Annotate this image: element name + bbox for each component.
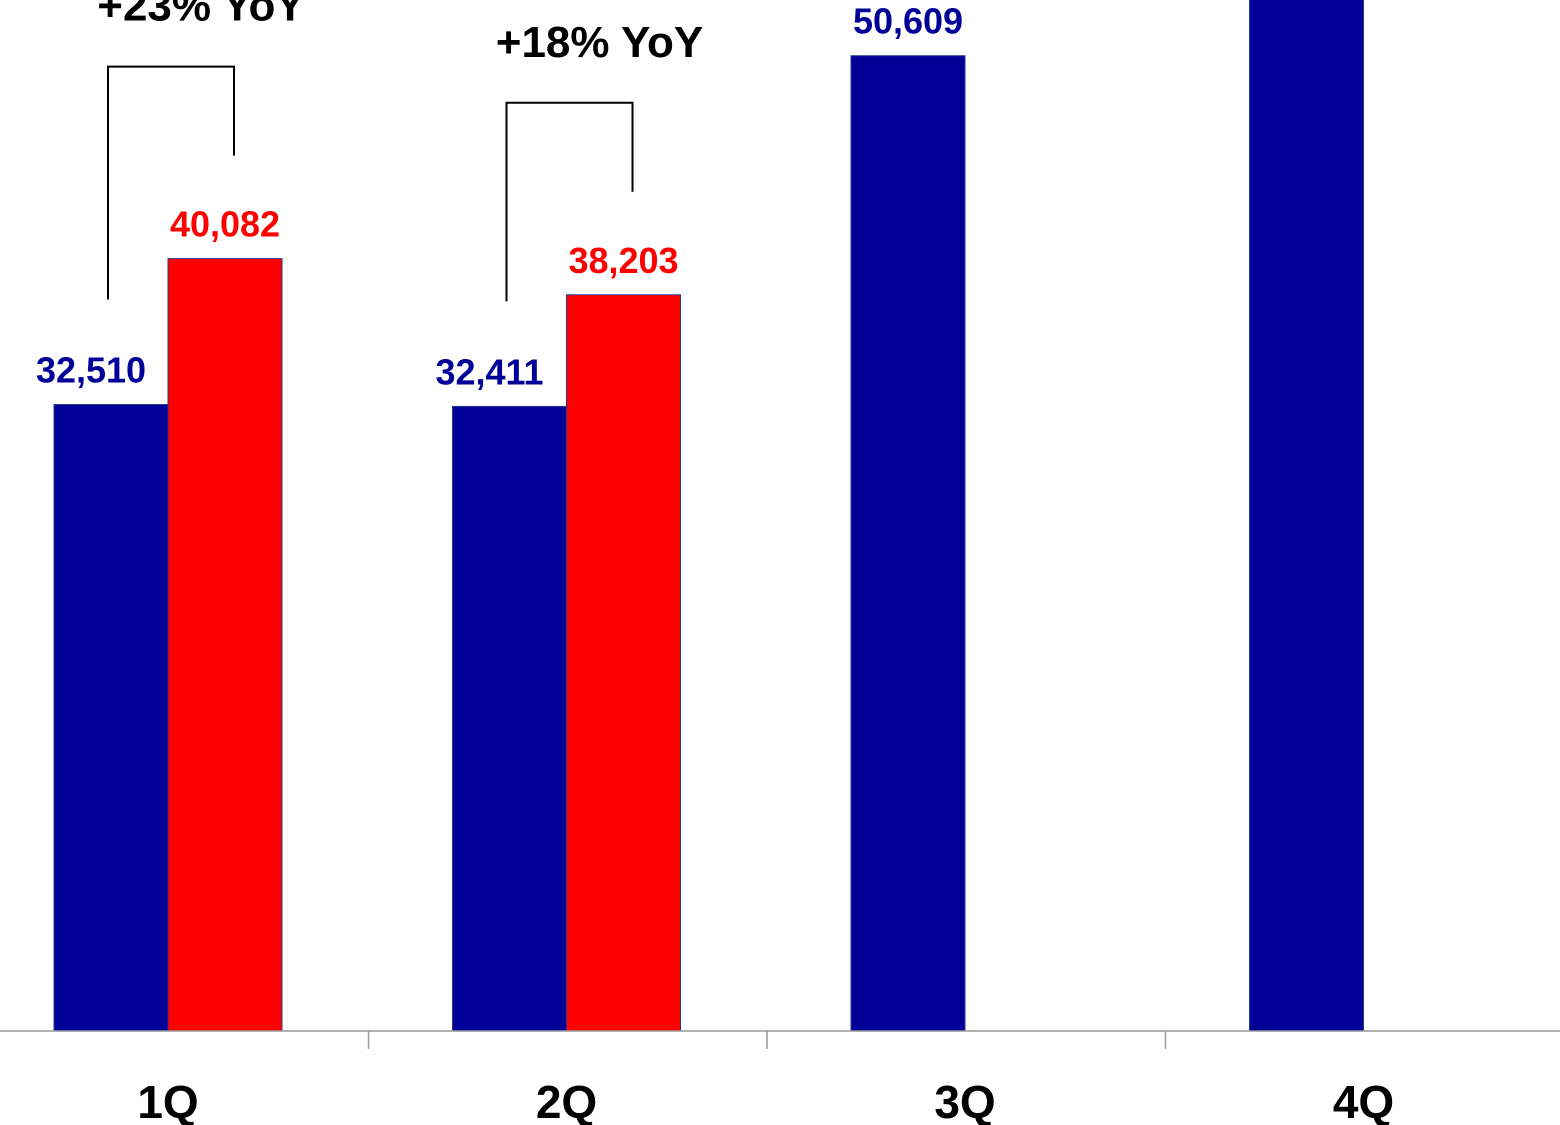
bar-4q-series-1	[1249, 0, 1364, 1032]
bars-group	[53, 0, 1364, 1032]
data-label-1q-series-2: 40,082	[170, 204, 280, 245]
bar-1q-series-2	[167, 258, 283, 1032]
data-label-2q-series-1: 32,411	[435, 351, 543, 392]
category-labels-group: 1Q 2Q 3Q 4Q	[137, 1076, 1394, 1125]
yoy-bracket-2q	[505, 101, 634, 302]
yoy-annotations-group: +23% YoY +18% YoY	[97, 0, 704, 302]
bar-labels-group: 32,510 40,082 32,411 38,203 50,609	[36, 1, 963, 393]
bar-2q-series-2	[566, 294, 681, 1032]
bar-1q-series-1	[53, 403, 169, 1032]
data-label-2q-series-2: 38,203	[568, 240, 678, 281]
yoy-label-1q: +23% YoY	[97, 0, 305, 31]
yoy-bracket-1q	[107, 65, 235, 300]
bar-2q-series-1	[452, 405, 567, 1032]
yoy-label-2q: +18% YoY	[496, 18, 704, 67]
category-label-3q: 3Q	[934, 1076, 995, 1125]
data-label-1q-series-1: 32,510	[36, 349, 146, 390]
data-label-3q-series-1: 50,609	[853, 1, 963, 42]
x-axis	[0, 1030, 1560, 1049]
category-label-1q: 1Q	[137, 1076, 198, 1125]
bar-3q-series-1	[850, 55, 966, 1032]
category-label-4q: 4Q	[1333, 1076, 1394, 1125]
category-label-2q: 2Q	[536, 1076, 597, 1125]
